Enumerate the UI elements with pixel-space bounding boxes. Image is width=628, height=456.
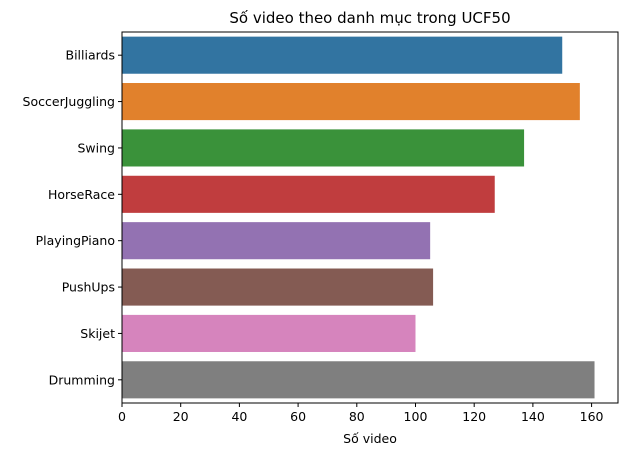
bar-billiards: [122, 36, 563, 74]
x-axis-ticks: 0 20 40 60 80 100 120 140 160: [118, 403, 604, 424]
x-axis-label: Số video: [343, 431, 397, 446]
bar-soccerjuggling: [122, 83, 580, 121]
x-tick-label: 20: [173, 409, 189, 424]
y-tick-label: HorseRace: [48, 187, 115, 202]
y-tick-label: Skijet: [80, 326, 115, 341]
x-tick-label: 40: [231, 409, 247, 424]
y-tick-label: Swing: [78, 140, 116, 155]
x-tick-label: 80: [349, 409, 365, 424]
bar-playingpiano: [122, 222, 431, 260]
bar-pushups: [122, 268, 434, 306]
y-tick-label: PlayingPiano: [36, 233, 115, 248]
y-tick-label: SoccerJuggling: [23, 94, 115, 109]
bar-horserace: [122, 175, 495, 213]
x-tick-label: 120: [462, 409, 486, 424]
x-tick-label: 60: [290, 409, 306, 424]
chart-title: Số video theo danh mục trong UCF50: [229, 9, 510, 27]
bar-swing: [122, 129, 525, 167]
bar-drumming: [122, 361, 595, 399]
x-tick-label: 0: [118, 409, 126, 424]
plot-frame: [121, 31, 619, 404]
y-tick-label: Drumming: [49, 372, 115, 387]
y-tick-label: Billiards: [66, 48, 116, 63]
x-tick-label: 140: [521, 409, 545, 424]
bar-skijet: [122, 314, 416, 352]
bars-group: [122, 36, 595, 399]
y-axis-ticks: Billiards SoccerJuggling Swing HorseRace Pla…: [23, 48, 122, 387]
y-tick-label: PushUps: [62, 280, 115, 295]
x-tick-label: 100: [404, 409, 428, 424]
x-tick-label: 160: [580, 409, 604, 424]
